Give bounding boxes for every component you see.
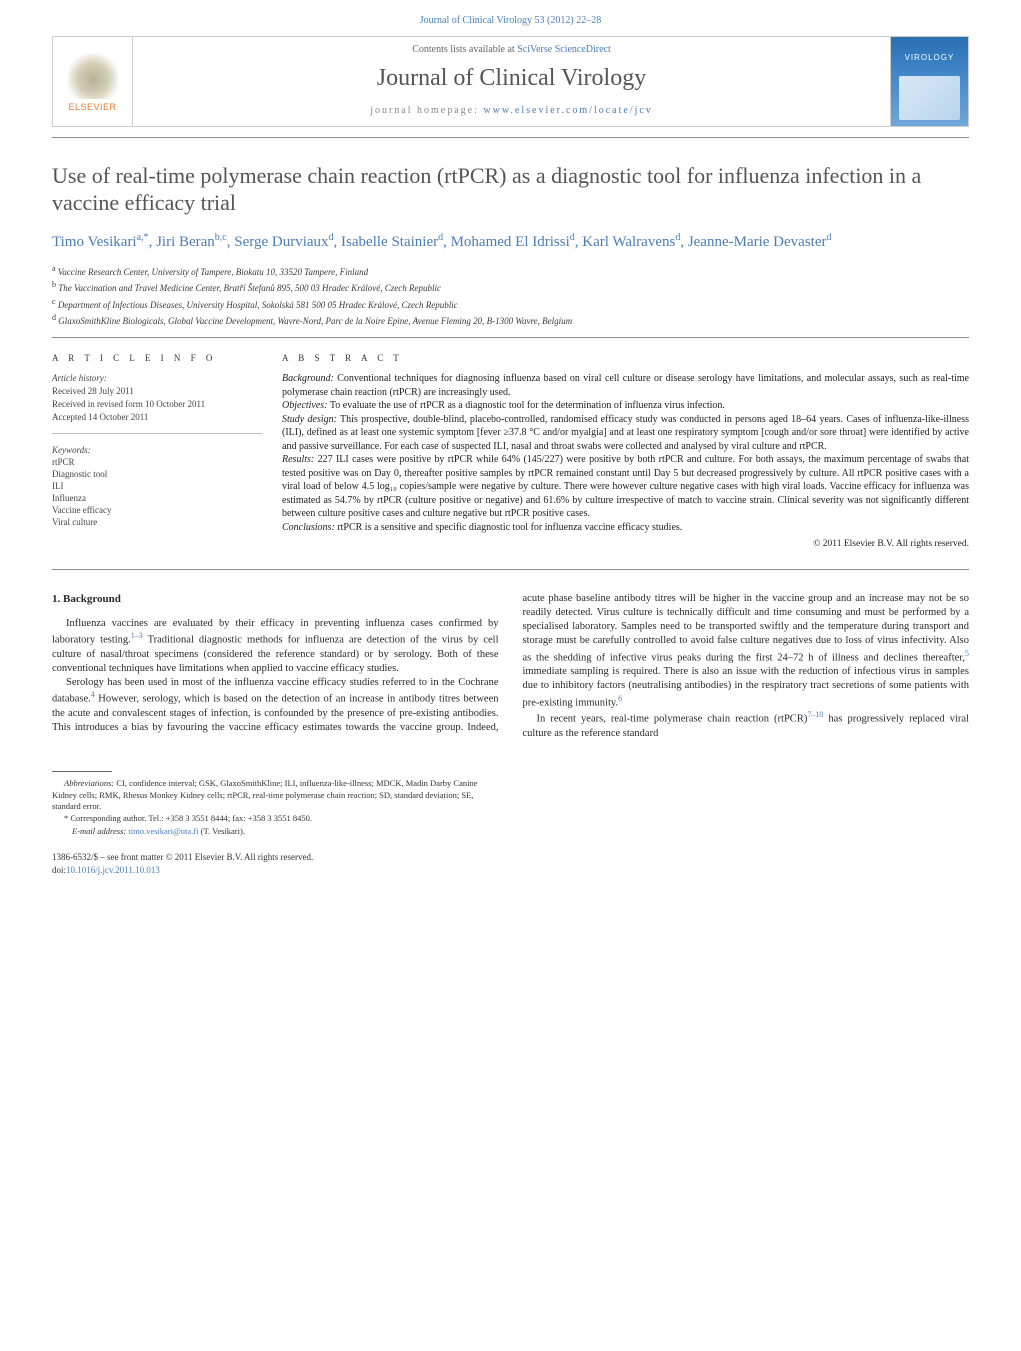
info-abstract-row: A R T I C L E I N F O Article history: R… (52, 337, 969, 570)
abbrev-text: CI, confidence interval; GSK, GlaxoSmith… (52, 778, 478, 811)
background-text: Conventional techniques for diagnosing i… (282, 373, 969, 398)
results-text: 227 ILI cases were positive by rtPCR whi… (282, 454, 969, 519)
elsevier-tree-icon (68, 49, 118, 99)
publisher-name: ELSEVIER (68, 101, 118, 113)
keyword: rtPCR (52, 456, 262, 468)
email-paren: (T. Vesikari). (199, 826, 245, 836)
homepage-link[interactable]: www.elsevier.com/locate/jcv (483, 105, 652, 116)
citation-link[interactable]: 5 (965, 649, 969, 658)
abstract-heading: A B S T R A C T (282, 352, 969, 364)
contents-available-line: Contents lists available at SciVerse Sci… (141, 43, 882, 57)
footnotes: Abbreviations: CI, confidence interval; … (52, 771, 492, 837)
body-text-run: However, serology, (95, 694, 181, 705)
abstract-copyright: © 2011 Elsevier B.V. All rights reserved… (282, 538, 969, 551)
masthead: ELSEVIER Contents lists available at Sci… (52, 36, 969, 127)
article-header: Use of real-time polymerase chain reacti… (0, 138, 1021, 337)
citation-link[interactable]: 7–10 (807, 710, 823, 719)
abstract-conclusions: Conclusions: rtPCR is a sensitive and sp… (282, 521, 969, 535)
affiliation: c Department of Infectious Diseases, Uni… (52, 296, 969, 313)
conclusions-label: Conclusions: (282, 522, 335, 533)
body-text: 1. Background Influenza vaccines are eva… (52, 592, 969, 741)
doi-label: doi: (52, 865, 66, 875)
section-heading-background: 1. Background (52, 592, 499, 607)
received-date: Received 28 July 2011 (52, 385, 262, 397)
author-email-link[interactable]: timo.vesikari@uta.fi (128, 826, 198, 836)
abstract-results: Results: 227 ILI cases were positive by … (282, 453, 969, 521)
cover-image-icon (899, 76, 960, 120)
corresponding-author-footnote: * Corresponding author. Tel.: +358 3 355… (52, 813, 492, 824)
doi-line: doi:10.1016/j.jcv.2011.10.013 (52, 864, 969, 876)
body-text-run: immediate sampling is required. There is… (523, 666, 970, 708)
issn-copyright: 1386-6532/$ – see front matter © 2011 El… (52, 851, 969, 863)
abbrev-label: Abbreviations: (64, 778, 114, 788)
revised-date: Received in revised form 10 October 2011 (52, 398, 262, 410)
background-label: Background: (282, 373, 334, 384)
page-footer: 1386-6532/$ – see front matter © 2011 El… (52, 851, 969, 875)
objectives-text: To evaluate the use of rtPCR as a diagno… (328, 400, 725, 411)
accepted-date: Accepted 14 October 2011 (52, 411, 262, 423)
results-label: Results: (282, 454, 314, 465)
design-label: Study design: (282, 414, 337, 425)
abbreviations-footnote: Abbreviations: CI, confidence interval; … (52, 778, 492, 812)
keyword: ILI (52, 480, 262, 492)
body-paragraph: Influenza vaccines are evaluated by thei… (52, 617, 499, 676)
citation-link[interactable]: 6 (618, 694, 622, 703)
journal-cover-thumb: VIROLOGY (890, 37, 968, 126)
article-title: Use of real-time polymerase chain reacti… (52, 162, 969, 217)
design-text: This prospective, double-blind, placebo-… (282, 414, 969, 452)
abstract-objectives: Objectives: To evaluate the use of rtPCR… (282, 399, 969, 413)
conclusions-text: rtPCR is a sensitive and specific diagno… (335, 522, 683, 533)
keyword: Vaccine efficacy (52, 504, 262, 516)
history-label: Article history: (52, 372, 262, 384)
abstract-column: A B S T R A C T Background: Conventional… (282, 352, 969, 551)
journal-reference: Journal of Clinical Virology 53 (2012) 2… (0, 0, 1021, 36)
masthead-center: Contents lists available at SciVerse Sci… (133, 37, 890, 126)
keywords-label: Keywords: (52, 444, 262, 456)
affiliation: d GlaxoSmithKline Biologicals, Global Va… (52, 312, 969, 329)
article-info-heading: A R T I C L E I N F O (52, 352, 262, 364)
keywords-block: Keywords: rtPCRDiagnostic toolILIInfluen… (52, 444, 262, 529)
keyword: Viral culture (52, 516, 262, 528)
homepage-line: journal homepage: www.elsevier.com/locat… (141, 104, 882, 118)
journal-name: Journal of Clinical Virology (141, 62, 882, 94)
keyword: Diagnostic tool (52, 468, 262, 480)
citation-link[interactable]: 1–3 (131, 631, 143, 640)
email-footnote: E-mail address: timo.vesikari@uta.fi (T.… (52, 826, 492, 837)
keyword: Influenza (52, 492, 262, 504)
sciencedirect-link[interactable]: SciVerse ScienceDirect (517, 44, 611, 55)
homepage-prefix: journal homepage: (370, 105, 483, 116)
author-list: Timo Vesikaria,*, Jiri Beranb,c, Serge D… (52, 231, 969, 253)
abstract-design: Study design: This prospective, double-b… (282, 413, 969, 454)
body-paragraph: In recent years, real-time polymerase ch… (523, 710, 970, 741)
doi-link[interactable]: 10.1016/j.jcv.2011.10.013 (66, 865, 160, 875)
objectives-label: Objectives: (282, 400, 328, 411)
elsevier-logo: ELSEVIER (68, 49, 118, 113)
affiliation: b The Vaccination and Travel Medicine Ce… (52, 279, 969, 296)
contents-prefix: Contents lists available at (412, 44, 517, 55)
abstract-background: Background: Conventional techniques for … (282, 372, 969, 399)
footnote-rule (52, 771, 112, 772)
email-label: E-mail address: (72, 826, 126, 836)
affiliations: a Vaccine Research Center, University of… (52, 263, 969, 329)
article-info-column: A R T I C L E I N F O Article history: R… (52, 352, 282, 551)
cover-title: VIROLOGY (891, 53, 968, 64)
article-history: Article history: Received 28 July 2011 R… (52, 372, 262, 434)
affiliation: a Vaccine Research Center, University of… (52, 263, 969, 280)
body-text-run: In recent years, real-time polymerase ch… (537, 714, 808, 725)
publisher-logo-cell: ELSEVIER (53, 37, 133, 126)
